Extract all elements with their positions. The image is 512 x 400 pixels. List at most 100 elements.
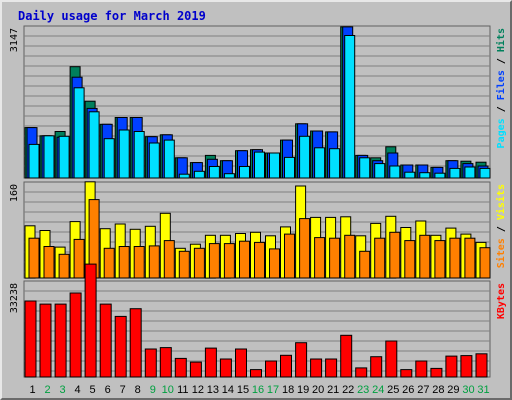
- hits-bar-pages-day-23: [359, 157, 371, 179]
- x-tick-day-23: 23: [357, 384, 369, 396]
- kbytes-bar-kbytes-day-1: [24, 300, 37, 378]
- x-tick-day-25: 25: [387, 384, 399, 396]
- hits-bar-pages-day-30: [464, 166, 476, 179]
- visits-bar-sites-day-9: [148, 245, 160, 279]
- x-tick-day-13: 13: [207, 384, 219, 396]
- visits-bar-sites-day-21: [329, 237, 341, 279]
- hits-bar-pages-day-12: [193, 170, 205, 179]
- kbytes-bar-kbytes-day-8: [129, 308, 142, 378]
- x-tick-day-3: 3: [60, 384, 66, 396]
- hits-legend-part: Files: [495, 70, 507, 100]
- x-tick-day-26: 26: [402, 384, 414, 396]
- hits-legend-part: Pages: [496, 118, 507, 148]
- hits-bar-pages-day-8: [133, 131, 145, 179]
- hits-bar-pages-day-17: [269, 152, 280, 179]
- kbytes-bar-kbytes-day-2: [39, 303, 52, 378]
- hits-bar-pages-day-29: [449, 167, 461, 179]
- x-tick-day-20: 20: [312, 384, 324, 396]
- kbytes-bar-kbytes-day-24: [370, 356, 383, 378]
- x-tick-day-1: 1: [29, 384, 35, 396]
- visits-bar-sites-day-4: [73, 238, 85, 279]
- visits-bar-sites-day-1: [28, 237, 40, 279]
- visits-bar-sites-day-10: [163, 240, 175, 279]
- visits-bar-sites-day-2: [43, 246, 55, 279]
- hits-bar-pages-day-20: [314, 147, 326, 179]
- hits-bar-pages-day-11: [178, 173, 190, 179]
- x-tick-day-14: 14: [222, 384, 234, 396]
- hits-max-label: 3147: [9, 28, 20, 52]
- visits-bar-sites-day-8: [133, 246, 145, 279]
- kbytes-bar-kbytes-day-29: [445, 355, 458, 378]
- x-tick-day-5: 5: [90, 384, 96, 396]
- hits-bar-pages-day-28: [434, 172, 446, 179]
- kbytes-bar-kbytes-day-10: [159, 347, 172, 378]
- hits-bar-pages-day-6: [103, 138, 115, 179]
- hits-bar-pages-day-14: [223, 173, 235, 179]
- visits-bar-sites-day-26: [404, 240, 416, 279]
- kbytes-bar-kbytes-day-3: [54, 303, 67, 378]
- visits-bar-sites-day-6: [103, 247, 115, 279]
- kbytes-bar-kbytes-day-7: [114, 315, 127, 378]
- hits-bar-pages-day-10: [163, 139, 175, 179]
- x-tick-day-21: 21: [327, 384, 339, 396]
- kbytes-bar-kbytes-day-20: [310, 358, 323, 378]
- hits-legend-part: /: [496, 100, 507, 118]
- visits-bar-sites-day-22: [344, 234, 356, 279]
- x-tick-day-2: 2: [44, 384, 50, 396]
- x-tick-day-9: 9: [150, 384, 156, 396]
- hits-bar-pages-day-15: [239, 166, 250, 179]
- hits-bar-pages-day-22: [344, 35, 356, 179]
- kbytes-max-label: 33238: [9, 283, 20, 313]
- visits-legend-part: Sites: [495, 238, 507, 268]
- x-tick-day-27: 27: [417, 384, 429, 396]
- kbytes-bar-kbytes-day-6: [99, 303, 112, 378]
- x-tick-day-17: 17: [267, 384, 279, 396]
- visits-bar-sites-day-15: [239, 240, 250, 279]
- kbytes-bar-kbytes-day-17: [265, 360, 277, 378]
- kbytes-bar-kbytes-day-11: [174, 357, 187, 378]
- x-tick-day-19: 19: [297, 384, 309, 396]
- x-tick-day-11: 11: [177, 384, 188, 396]
- visits-bar-sites-day-13: [208, 243, 220, 279]
- x-tick-day-6: 6: [105, 384, 111, 396]
- visits-bar-sites-day-3: [58, 253, 70, 279]
- visits-bar-sites-day-31: [479, 247, 491, 279]
- kbytes-bar-kbytes-day-31: [475, 353, 488, 378]
- visits-max-label: 160: [9, 184, 20, 202]
- kbytes-bar-kbytes-day-19: [295, 342, 308, 378]
- x-tick-day-8: 8: [135, 384, 141, 396]
- hits-bar-pages-day-19: [299, 135, 311, 179]
- visits-bar-sites-day-29: [449, 237, 461, 279]
- kbytes-bar-kbytes-day-12: [189, 361, 202, 378]
- kbytes-bar-kbytes-day-15: [235, 348, 247, 378]
- kbytes-legend-part: KBytes: [496, 283, 507, 319]
- kbytes-bar-kbytes-day-25: [385, 340, 398, 378]
- hits-bar-pages-day-2: [43, 135, 55, 179]
- visits-bar-sites-day-20: [314, 237, 326, 279]
- hits-legend-part: Hits: [495, 28, 507, 52]
- hits-legend: Pages / Files / Hits: [495, 28, 507, 148]
- visits-bar-sites-day-24: [374, 237, 386, 279]
- visits-bar-sites-day-25: [389, 231, 401, 279]
- visits-bar-sites-day-14: [223, 243, 235, 279]
- kbytes-bar-kbytes-day-9: [144, 348, 157, 378]
- visits-legend-part: /: [496, 220, 507, 238]
- hits-bar-pages-day-7: [118, 129, 130, 179]
- kbytes-bar-kbytes-day-23: [355, 367, 368, 378]
- visits-legend: Sites / Visits: [495, 184, 507, 268]
- kbytes-bar-kbytes-day-13: [204, 347, 217, 378]
- visits-bar-sites-day-12: [193, 247, 205, 279]
- x-tick-day-4: 4: [75, 384, 81, 396]
- kbytes-legend: KBytes: [496, 283, 507, 319]
- kbytes-bar-kbytes-day-4: [69, 292, 82, 378]
- visits-bar-sites-day-30: [464, 237, 476, 279]
- x-tick-day-12: 12: [192, 384, 204, 396]
- x-tick-day-30: 30: [462, 384, 474, 396]
- x-tick-day-29: 29: [447, 384, 459, 396]
- kbytes-bar-kbytes-day-5: [84, 263, 97, 378]
- visits-bar-sites-day-18: [284, 233, 295, 279]
- kbytes-bar-kbytes-day-21: [325, 358, 338, 378]
- visits-bar-sites-day-7: [118, 246, 130, 279]
- hits-bar-pages-day-1: [28, 143, 40, 179]
